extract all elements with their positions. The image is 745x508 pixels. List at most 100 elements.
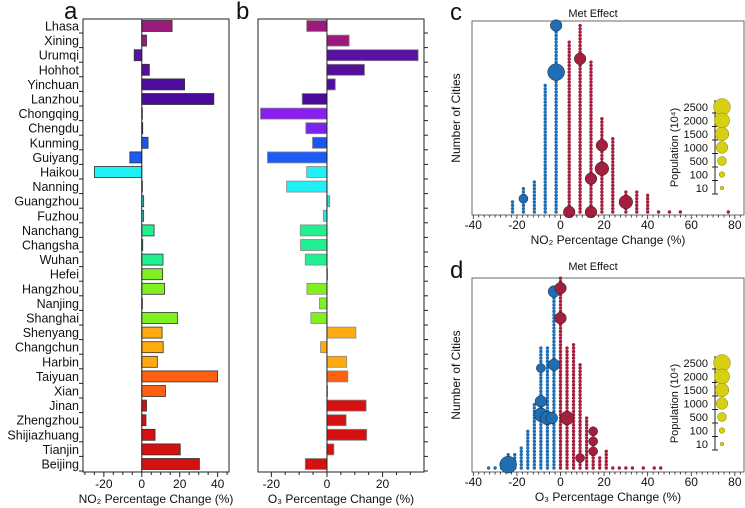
dot-point xyxy=(571,383,576,387)
dot-point xyxy=(578,73,582,78)
dot-point xyxy=(578,103,582,108)
bar-a-shenyang xyxy=(141,326,163,339)
dot-point xyxy=(554,150,558,154)
dot-point xyxy=(589,160,593,164)
category-label: Jinan xyxy=(49,399,79,413)
y-axis-label-d: Number of Cities xyxy=(449,330,463,419)
dot-point xyxy=(552,399,556,404)
dot-point xyxy=(611,466,615,470)
dot-point xyxy=(652,466,656,470)
dot-point xyxy=(510,210,515,214)
dot-point xyxy=(543,113,547,118)
dot-point xyxy=(554,100,558,104)
dot-point xyxy=(578,147,582,151)
dot-point xyxy=(584,456,589,460)
dot-point xyxy=(565,389,569,394)
dot-point xyxy=(598,466,602,470)
dot-point xyxy=(558,369,563,374)
population-point xyxy=(584,205,598,219)
dot-point xyxy=(600,120,604,124)
population-point xyxy=(594,161,609,176)
dot-point xyxy=(567,73,571,78)
dot-point xyxy=(552,442,556,447)
population-point xyxy=(588,426,598,437)
dot-point xyxy=(554,113,558,118)
dot-point xyxy=(539,429,543,434)
dot-point xyxy=(519,466,523,470)
dot-point xyxy=(554,160,558,164)
dot-point xyxy=(539,346,543,350)
dot-point xyxy=(543,110,547,114)
dot-point xyxy=(589,113,593,118)
dot-point xyxy=(558,326,563,330)
dot-point xyxy=(552,449,556,454)
dot-point xyxy=(558,349,563,354)
category-label: Changsha xyxy=(22,239,79,253)
population-point xyxy=(536,363,546,373)
dot-point xyxy=(543,196,547,201)
dot-point xyxy=(584,462,589,467)
dot-point xyxy=(578,386,582,390)
dot-point xyxy=(591,459,595,464)
panel-label-b: b xyxy=(236,0,249,25)
dot-point xyxy=(545,466,550,470)
dot-point xyxy=(578,423,582,427)
dot-point xyxy=(611,203,615,208)
dot-point xyxy=(589,67,593,71)
dot-point xyxy=(532,203,537,208)
dot-point xyxy=(486,466,491,470)
dot-point xyxy=(584,429,589,434)
bar-a-nanchang xyxy=(141,224,155,237)
dot-point xyxy=(543,190,547,194)
dot-point xyxy=(543,127,547,131)
legend-marker xyxy=(718,427,726,434)
legend-title-d: Population (10⁴) xyxy=(669,364,681,443)
dot-point xyxy=(554,103,558,108)
x-tick-label: 40 xyxy=(641,218,655,232)
dot-point xyxy=(545,426,550,430)
dot-point xyxy=(521,206,526,211)
population-point xyxy=(575,453,585,463)
dot-point xyxy=(565,426,569,430)
dot-point xyxy=(571,449,576,454)
dot-point xyxy=(565,439,569,444)
dot-point xyxy=(558,329,563,334)
dot-point xyxy=(545,452,550,457)
x-tick-label: 20 xyxy=(597,475,611,489)
dot-point xyxy=(558,299,563,304)
dot-point xyxy=(565,436,569,440)
dot-point xyxy=(554,40,558,44)
x-axis-label-d: O₃ Percentage Change (%) xyxy=(535,490,681,504)
dot-point xyxy=(565,359,569,364)
bar-a-guiyang xyxy=(129,151,143,164)
dot-point xyxy=(510,200,515,204)
dot-point xyxy=(558,442,563,447)
dot-point xyxy=(578,426,582,430)
dot-point xyxy=(578,379,582,384)
dot-point xyxy=(589,153,593,158)
dot-point xyxy=(578,429,582,434)
population-point xyxy=(588,436,598,447)
category-label: Hefei xyxy=(50,268,79,282)
bar-b-lhasa xyxy=(306,20,328,32)
dot-point xyxy=(611,193,615,198)
dot-point xyxy=(589,107,593,111)
dot-point xyxy=(552,396,556,400)
dot-point xyxy=(532,193,537,198)
dot-point xyxy=(571,369,576,374)
dot-point xyxy=(567,140,571,144)
dot-point xyxy=(635,200,639,204)
dot-point xyxy=(558,333,563,337)
dot-point xyxy=(543,167,547,171)
dot-point xyxy=(578,153,582,158)
x-tick-label: 0 xyxy=(138,477,145,491)
dot-point xyxy=(565,383,569,387)
x-axis-label-b: O₃ Percentage Change (%) xyxy=(268,492,414,506)
dot-point xyxy=(578,403,582,407)
dot-point xyxy=(554,133,558,138)
bar-a-hefei xyxy=(141,268,164,281)
dot-point xyxy=(543,173,547,178)
dot-point xyxy=(567,63,571,68)
dot-point xyxy=(589,127,593,131)
dot-point xyxy=(543,180,547,184)
